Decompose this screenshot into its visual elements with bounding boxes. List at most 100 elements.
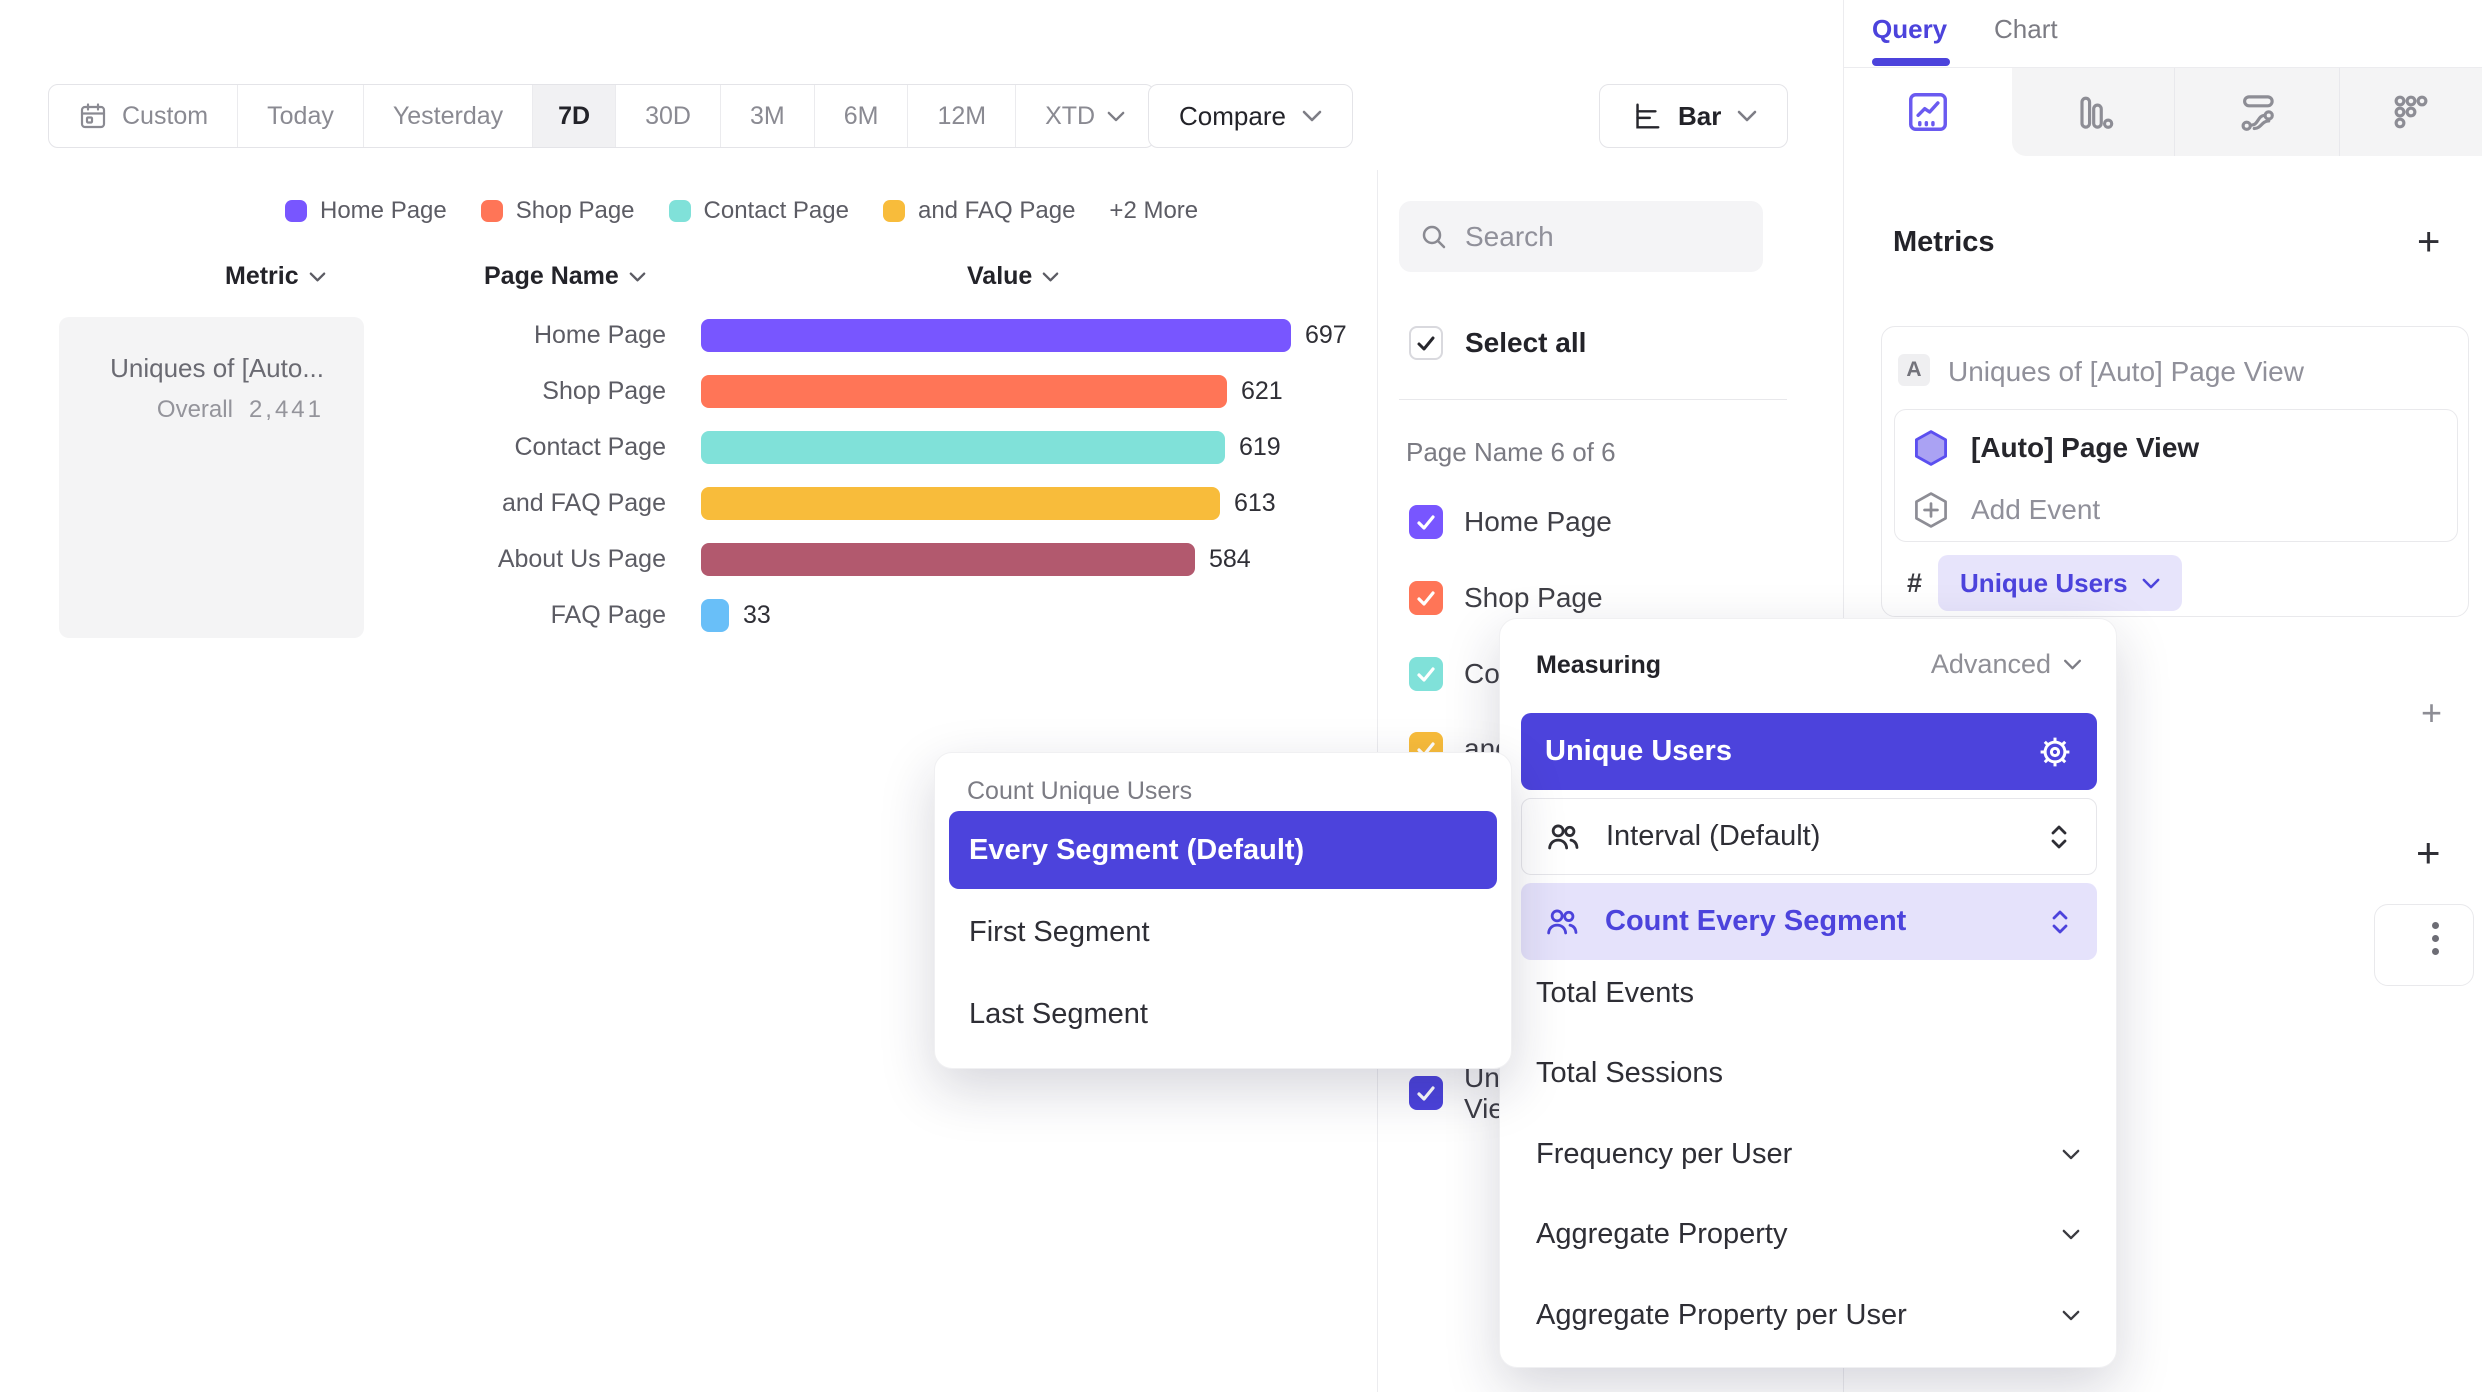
measuring-option-frequency-per-user[interactable]: Frequency per User — [1536, 1132, 2080, 1176]
bar-value: 621 — [1241, 376, 1283, 405]
measuring-option-aggregate-property-per-user[interactable]: Aggregate Property per User — [1536, 1293, 2080, 1337]
tab-chart[interactable]: Chart — [1994, 14, 2058, 44]
bar-row: Home Page 697 — [286, 307, 1347, 363]
bar-label: FAQ Page — [550, 600, 666, 629]
search-input[interactable] — [1465, 220, 1743, 253]
chevron-down-icon — [2062, 1149, 2080, 1160]
overall-label: Overall — [156, 396, 233, 423]
bar-chart-icon — [2071, 90, 2115, 134]
report-tab-bar[interactable] — [2012, 68, 2174, 156]
legend-item[interactable]: Home Page — [285, 197, 447, 225]
filter-section-label: Page Name 6 of 6 — [1406, 437, 1616, 467]
date-range-7d[interactable]: 7D — [533, 85, 617, 147]
bar-value: 619 — [1239, 432, 1281, 461]
add-event-row[interactable]: Add Event — [1911, 490, 2100, 530]
menu-option-every-segment-default-[interactable]: Every Segment (Default) — [949, 811, 1497, 889]
legend-item[interactable]: Contact Page — [668, 197, 849, 225]
horizontal-bar-chart-icon — [1630, 100, 1662, 132]
bar[interactable] — [701, 542, 1195, 576]
bar[interactable] — [701, 598, 729, 632]
checkmark-icon — [1417, 336, 1435, 351]
bar[interactable] — [701, 374, 1227, 408]
add-breakdown-button[interactable]: + — [2416, 829, 2441, 876]
tab-query[interactable]: Query — [1872, 14, 1948, 44]
column-header-page-name[interactable]: Page Name — [484, 262, 646, 291]
bar[interactable] — [701, 430, 1225, 464]
stepper-icon[interactable] — [2046, 821, 2072, 853]
chevron-down-icon — [629, 272, 646, 282]
bar[interactable] — [701, 318, 1291, 352]
flows-icon — [2235, 90, 2279, 134]
date-range-30d[interactable]: 30D — [616, 85, 721, 147]
measuring-option-aggregate-property[interactable]: Aggregate Property — [1536, 1213, 2080, 1257]
compare-button[interactable]: Compare — [1148, 84, 1353, 148]
select-all-checkbox[interactable] — [1409, 326, 1443, 360]
date-range-12m[interactable]: 12M — [908, 85, 1017, 147]
interval-selector[interactable]: Interval (Default) — [1521, 798, 2097, 875]
date-range-6m[interactable]: 6M — [815, 85, 909, 147]
stepper-icon[interactable] — [2047, 906, 2073, 938]
filter-row-shop-page[interactable]: Shop Page — [1409, 560, 1603, 636]
checkmark-icon — [1417, 591, 1435, 606]
chevron-down-icon — [1737, 110, 1757, 122]
count-every-segment-selector[interactable]: Count Every Segment — [1521, 883, 2097, 960]
measuring-option-unique-users[interactable]: Unique Users — [1521, 713, 2097, 790]
event-label: [Auto] Page View — [1971, 432, 2200, 463]
bar-label: and FAQ Page — [501, 488, 666, 517]
legend-more[interactable]: +2 More — [1109, 197, 1199, 224]
breakdown-card[interactable] — [2374, 904, 2474, 986]
legend-item[interactable]: Shop Page — [480, 197, 635, 225]
kebab-menu-icon[interactable] — [2432, 922, 2439, 961]
bar-value: 584 — [1209, 544, 1251, 573]
checkmark-icon — [1417, 666, 1435, 682]
bar-row: Shop Page 621 — [286, 363, 1347, 419]
measuring-option-total-sessions[interactable]: Total Sessions — [1536, 1057, 1723, 1089]
legend-item[interactable]: and FAQ Page — [882, 197, 1075, 225]
bar-row: Contact Page 619 — [286, 419, 1347, 475]
bar-value: 697 — [1305, 320, 1347, 349]
checkmark-icon — [1417, 1086, 1435, 1101]
date-range-3m[interactable]: 3M — [721, 85, 815, 147]
bar-row: and FAQ Page 613 — [286, 475, 1347, 531]
search-icon — [1419, 222, 1449, 252]
column-header-value[interactable]: Value — [967, 262, 1059, 291]
select-all-label: Select all — [1465, 327, 1587, 358]
bar-chart: Home Page 697 Shop Page 621 Contact Page 619 a… — [286, 307, 1347, 643]
filter-checkbox[interactable] — [1409, 505, 1443, 539]
report-tab-insights[interactable] — [1844, 68, 2012, 156]
add-metric-button[interactable]: + — [2417, 220, 2441, 264]
metric-summary-card[interactable]: Uniques of [Auto... Overall 2,441 — [59, 317, 364, 638]
filter-checkbox[interactable] — [1409, 580, 1443, 615]
tab-separator — [2339, 68, 2340, 156]
gear-icon[interactable] — [2037, 734, 2073, 770]
add-filter-button[interactable]: + — [2421, 692, 2443, 733]
chart-type-button[interactable]: Bar — [1599, 84, 1789, 148]
metric-filter-checkbox[interactable] — [1409, 1076, 1443, 1110]
menu-option-last-segment[interactable]: Last Segment — [969, 997, 1148, 1030]
date-range-xtd[interactable]: XTD — [1016, 85, 1154, 147]
filter-row-home-page[interactable]: Home Page — [1409, 484, 1612, 560]
menu-option-first-segment[interactable]: First Segment — [969, 915, 1150, 948]
event-row[interactable]: [Auto] Page View — [1911, 428, 2199, 468]
advanced-dropdown[interactable]: Advanced — [1931, 649, 2082, 680]
chart-type-label: Bar — [1678, 100, 1722, 131]
date-range-today[interactable]: Today — [238, 85, 364, 147]
report-tab-flows[interactable] — [2174, 68, 2339, 156]
date-range-yesterday[interactable]: Yesterday — [364, 85, 534, 147]
measurement-chip[interactable]: Unique Users — [1938, 555, 2182, 611]
people-icon — [1546, 820, 1580, 854]
bar[interactable] — [701, 486, 1220, 520]
filter-checkbox[interactable] — [1409, 656, 1443, 691]
column-header-metric[interactable]: Metric — [225, 262, 326, 291]
chevron-down-icon — [1042, 272, 1059, 282]
report-tab-retention[interactable] — [2339, 68, 2482, 156]
search-box — [1399, 201, 1763, 272]
chevron-down-icon — [309, 272, 326, 282]
measuring-option-total-events[interactable]: Total Events — [1536, 976, 1694, 1009]
metric-title: Uniques of [Auto... — [110, 353, 324, 383]
date-range-custom[interactable]: Custom — [49, 85, 239, 147]
select-all-row[interactable]: Select all — [1409, 326, 1586, 360]
metric-query-card[interactable]: A Uniques of [Auto] Page View [Auto] Pag… — [1881, 326, 2469, 617]
retention-icon — [2389, 90, 2433, 134]
